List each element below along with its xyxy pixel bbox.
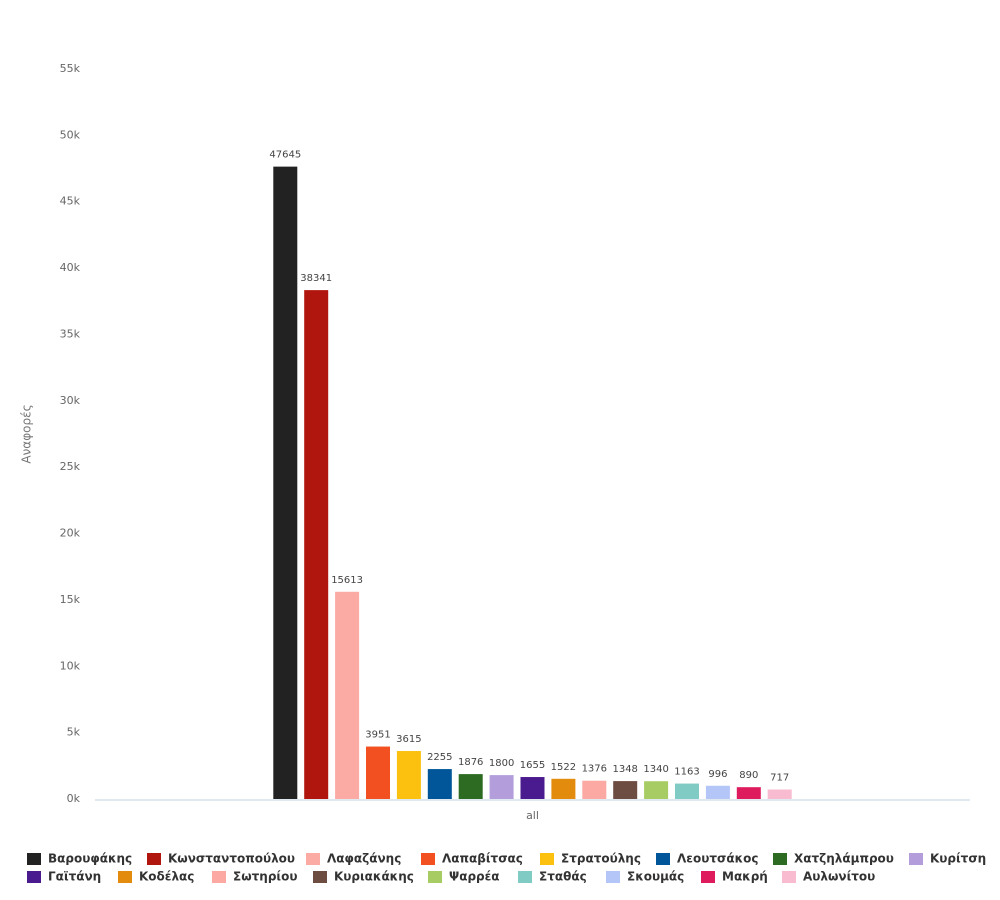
bar xyxy=(489,775,514,799)
data-label: 1655 xyxy=(520,760,545,771)
bar xyxy=(551,778,576,799)
legend-label[interactable]: Ψαρρέα xyxy=(449,870,500,884)
data-label: 717 xyxy=(770,772,789,783)
data-label: 1163 xyxy=(674,767,699,778)
legend-swatch xyxy=(147,853,161,865)
legend-label[interactable]: Βαρουφάκης xyxy=(48,852,132,866)
bar xyxy=(273,166,298,799)
data-label: 3951 xyxy=(365,730,390,741)
legend-label[interactable]: Σταθάς xyxy=(539,870,587,884)
data-label: 1876 xyxy=(458,757,483,768)
bar xyxy=(396,751,421,799)
y-tick-label: 50k xyxy=(60,128,81,141)
y-tick-label: 15k xyxy=(60,593,81,606)
data-label: 996 xyxy=(708,769,727,780)
data-label: 15613 xyxy=(331,575,363,586)
legend-label[interactable]: Κοδέλας xyxy=(139,870,194,884)
bar xyxy=(427,769,452,799)
legend-swatch xyxy=(909,853,923,865)
y-tick-label: 35k xyxy=(60,327,81,340)
bar xyxy=(520,777,545,799)
legend-swatch xyxy=(313,871,327,883)
bar xyxy=(458,774,483,799)
legend-label[interactable]: Λεουτσάκος xyxy=(677,852,758,866)
bar xyxy=(582,780,607,799)
bar xyxy=(767,789,792,799)
legend-label[interactable]: Σωτηρίου xyxy=(233,870,297,884)
data-label: 47645 xyxy=(269,150,301,161)
legend-swatch xyxy=(540,853,554,865)
y-tick-label: 20k xyxy=(60,527,81,540)
legend-swatch xyxy=(421,853,435,865)
bar xyxy=(736,787,761,799)
legend-label[interactable]: Λαπαβίτσας xyxy=(442,852,523,866)
data-label: 38341 xyxy=(300,273,332,284)
legend-swatch xyxy=(118,871,132,883)
legend-label[interactable]: Αυλωνίτου xyxy=(803,870,875,884)
legend-label[interactable]: Κυριακάκης xyxy=(334,870,414,884)
legend-swatch xyxy=(518,871,532,883)
data-label: 1376 xyxy=(582,764,607,775)
legend-label[interactable]: Χατζηλάμπρου xyxy=(794,852,894,866)
legend-swatch xyxy=(428,871,442,883)
data-label: 2255 xyxy=(427,752,452,763)
y-tick-label: 0k xyxy=(67,792,81,805)
bar xyxy=(675,783,699,799)
y-tick-label: 10k xyxy=(60,659,81,672)
legend-label[interactable]: Κωνσταντοπούλου xyxy=(168,852,295,866)
legend-label[interactable]: Κυρίτση xyxy=(930,852,986,866)
bar xyxy=(644,781,669,799)
x-tick-label: all xyxy=(526,809,539,822)
y-tick-label: 25k xyxy=(60,460,81,473)
y-tick-label: 5k xyxy=(67,726,81,739)
y-tick-label: 30k xyxy=(60,394,81,407)
legend-label[interactable]: Λαφαζάνης xyxy=(327,852,401,866)
bar xyxy=(705,785,730,799)
bar xyxy=(335,591,360,799)
legend-swatch xyxy=(306,853,320,865)
y-tick-label: 45k xyxy=(60,195,81,208)
data-label: 3615 xyxy=(396,734,421,745)
legend-swatch xyxy=(773,853,787,865)
data-label: 1340 xyxy=(643,764,668,775)
legend-swatch xyxy=(701,871,715,883)
legend-swatch xyxy=(27,853,41,865)
legend-label[interactable]: Γαϊτάνη xyxy=(48,870,101,884)
legend-swatch xyxy=(782,871,796,883)
y-tick-label: 40k xyxy=(60,261,81,274)
bar xyxy=(366,746,390,799)
bar xyxy=(304,290,329,799)
legend-label[interactable]: Στρατούλης xyxy=(561,852,641,866)
legend-swatch xyxy=(212,871,226,883)
legend-label[interactable]: Σκουμάς xyxy=(627,870,684,884)
legend-swatch xyxy=(27,871,41,883)
data-label: 1348 xyxy=(612,764,637,775)
legend-swatch xyxy=(606,871,620,883)
data-label: 890 xyxy=(739,770,758,781)
legend-label[interactable]: Μακρή xyxy=(722,870,768,884)
bar xyxy=(613,781,638,799)
data-label: 1522 xyxy=(551,762,576,773)
legend-swatch xyxy=(656,853,670,865)
data-label: 1800 xyxy=(489,758,514,769)
y-axis-title: Αναφορές xyxy=(20,404,34,463)
y-tick-label: 55k xyxy=(60,62,81,75)
